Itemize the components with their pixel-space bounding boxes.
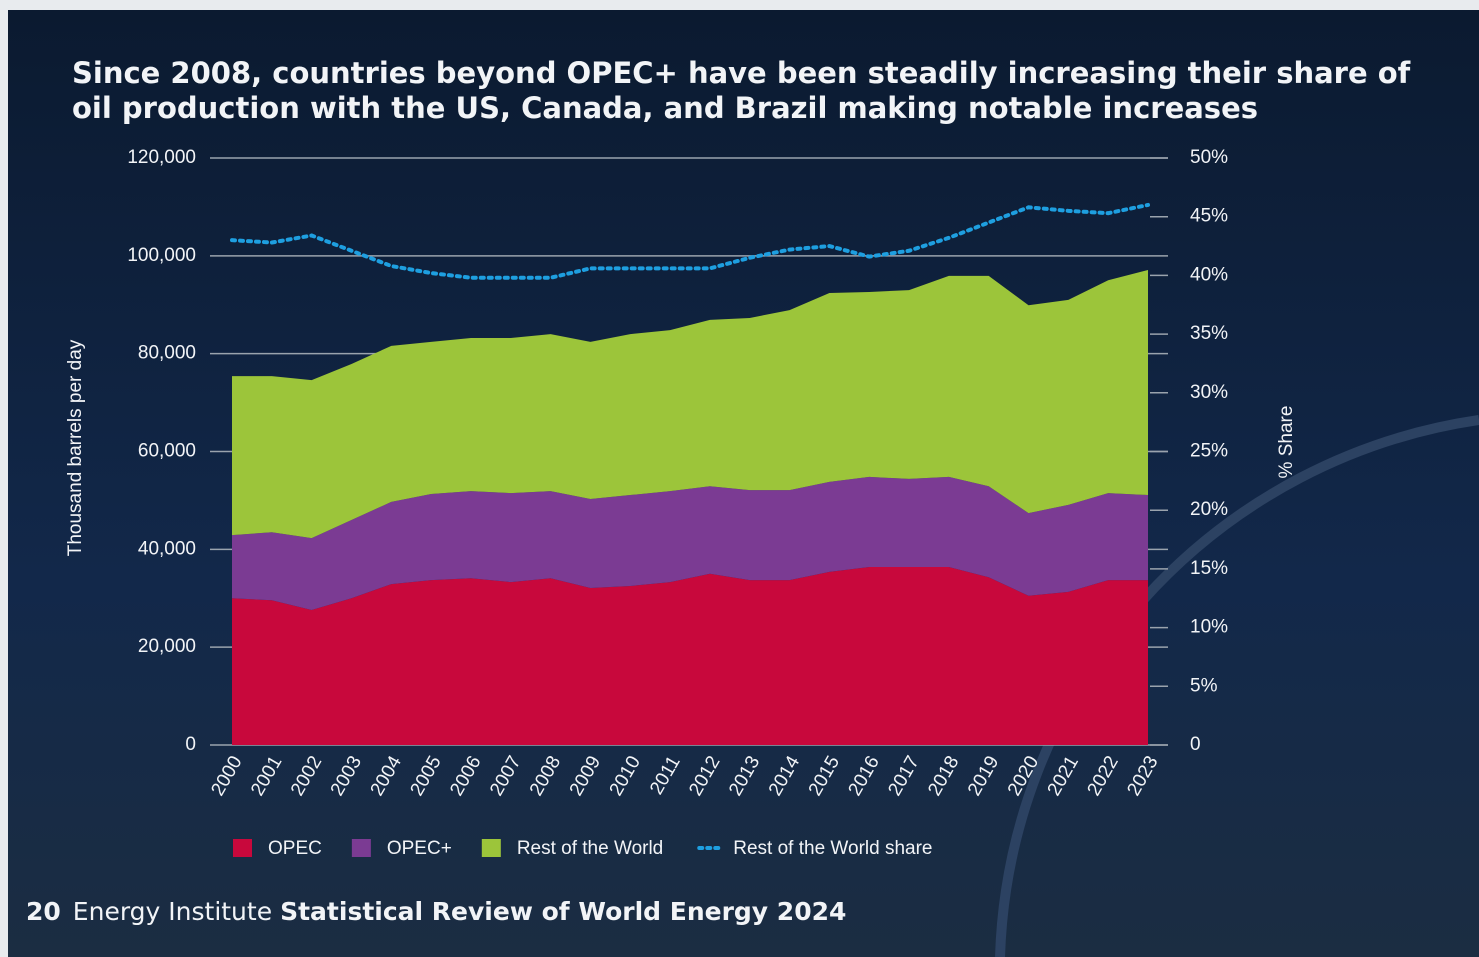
y-axis-label: Thousand barrels per day [65,339,86,556]
footer: 20 Energy Institute Statistical Review of … [26,897,846,926]
chart-title: Since 2008, countries beyond OPEC+ have … [72,56,1411,125]
y2-tick-label: 20% [1190,499,1228,520]
y-tick-label: 80,000 [138,343,196,364]
area [232,476,1148,610]
legend-item: Rest of the World share [697,838,933,859]
y2-tick-label: 35% [1190,323,1228,344]
area [232,270,1148,539]
area [232,566,1148,745]
legend-label: OPEC+ [387,838,452,859]
y2-tick-label: 25% [1190,441,1228,462]
y-tick-label: 20,000 [138,636,196,657]
y-tick-label: 60,000 [138,441,196,462]
y2-tick-label: 50% [1190,147,1228,168]
y2-tick-label: 40% [1190,264,1228,285]
legend-label: Rest of the World [517,838,663,859]
legend-label: Rest of the World share [733,838,932,859]
legend-item: OPEC+ [351,838,452,859]
legend-label: OPEC [268,838,322,859]
y-tick-label: 0 [185,734,196,755]
legend-swatch [233,839,252,857]
page-number: 20 [26,897,61,926]
y2-tick-label: 30% [1190,382,1228,403]
y-tick-label: 120,000 [127,147,196,168]
y2-tick-label: 10% [1190,617,1228,638]
y2-axis-label: % Share [1276,406,1297,479]
y2-tick-label: 15% [1190,558,1228,579]
publication: Statistical Review of World Energy 2024 [280,897,846,926]
share-line [230,202,1150,280]
legend-swatch [351,839,371,857]
y2-tick-label: 0 [1190,734,1201,755]
publisher: Energy Institute [73,897,272,926]
y-tick-label: 100,000 [127,245,196,266]
legend-swatch [481,839,501,857]
y2-tick-label: 45% [1190,206,1228,227]
legend-item: Rest of the World [481,838,663,859]
y-tick-label: 40,000 [138,538,196,559]
y2-tick-label: 5% [1190,675,1218,696]
legend-item: OPEC [233,838,322,859]
